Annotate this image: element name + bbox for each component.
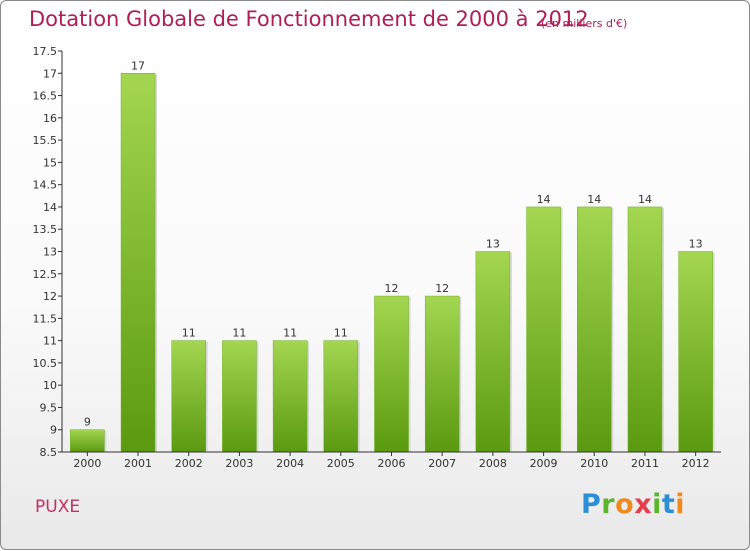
x-tick-label: 2010: [580, 457, 608, 470]
bar-value-label: 14: [587, 193, 601, 206]
bar-value-label: 12: [435, 282, 449, 295]
bar-value-label: 11: [283, 327, 297, 340]
bar: [171, 340, 206, 453]
bar-value-label: 13: [689, 238, 703, 251]
y-tick-label: 10: [43, 379, 57, 392]
bar-value-label: 13: [486, 238, 500, 251]
y-tick-label: 9.5: [40, 401, 58, 414]
x-tick-label: 2006: [378, 457, 406, 470]
x-tick-label: 2012: [682, 457, 710, 470]
x-tick-label: 2004: [276, 457, 304, 470]
bar-value-label: 11: [232, 327, 246, 340]
y-tick-label: 15: [43, 156, 57, 169]
bar: [627, 206, 663, 453]
y-tick-label: 17.5: [33, 45, 58, 58]
bar-value-label: 17: [131, 59, 145, 72]
bar-value-label: 11: [334, 327, 348, 340]
y-tick-label: 9: [50, 424, 57, 437]
y-tick-label: 17: [43, 67, 57, 80]
x-tick-label: 2002: [175, 457, 203, 470]
x-tick-label: 2003: [225, 457, 253, 470]
y-tick-label: 16: [43, 112, 57, 125]
bar: [475, 251, 511, 453]
bar: [272, 340, 308, 453]
y-tick-label: 14: [43, 201, 57, 214]
bar: [374, 295, 409, 453]
y-axis: 8.5 9 9.5 10 10.5 11 11.5 12 12.5 13 13.5 14 14.5 15 1…: [33, 45, 63, 459]
x-tick-label: 2005: [327, 457, 355, 470]
x-tick-label: 2000: [73, 457, 101, 470]
y-tick-label: 15.5: [33, 134, 58, 147]
chart-title: Dotation Globale de Fonctionnement de 20…: [29, 7, 589, 31]
bar-value-label: 12: [385, 282, 399, 295]
y-tick-label: 8.5: [40, 446, 58, 459]
bars: 9 17 11 11 11 11 12 12 13 14 14 14 13: [70, 59, 715, 453]
y-tick-label: 12.5: [33, 268, 58, 281]
x-axis: 2000 2001 2002 2003 2004 2005 2006 2007 2008 2009…: [62, 451, 721, 470]
y-tick-label: 13: [43, 246, 57, 259]
y-tick-label: 11.5: [33, 312, 58, 325]
bar-value-label: 14: [638, 193, 652, 206]
bar: [577, 206, 612, 453]
bar: [323, 340, 359, 453]
bar: [424, 295, 460, 453]
y-tick-label: 12: [43, 290, 57, 303]
bar: [526, 206, 561, 453]
y-tick-label: 11: [43, 335, 57, 348]
x-tick-label: 2007: [428, 457, 456, 470]
proxiti-logo: Proxiti: [581, 489, 686, 520]
x-tick-label: 2011: [631, 457, 659, 470]
x-tick-label: 2008: [479, 457, 507, 470]
y-tick-label: 16.5: [33, 90, 58, 103]
bar-value-label: 11: [182, 327, 196, 340]
commune-name: PUXE: [35, 497, 81, 517]
bar: [70, 429, 105, 453]
bar: [678, 251, 713, 453]
bar-value-label: 9: [84, 416, 91, 429]
y-tick-label: 10.5: [33, 357, 58, 370]
x-tick-label: 2009: [530, 457, 558, 470]
chart-unit: (en milliers d'€): [541, 17, 628, 30]
bar: [222, 340, 257, 453]
x-tick-label: 2001: [124, 457, 152, 470]
y-tick-label: 13.5: [33, 223, 58, 236]
y-tick-label: 14.5: [33, 179, 58, 192]
bar: [120, 73, 156, 453]
bar-value-label: 14: [537, 193, 551, 206]
